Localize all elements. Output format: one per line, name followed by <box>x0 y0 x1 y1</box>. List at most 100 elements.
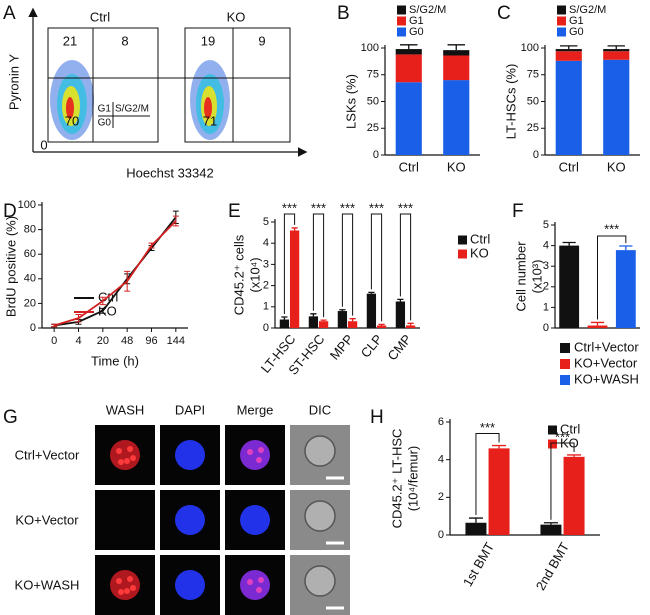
legend-swatch <box>557 5 566 15</box>
cell-nucleus <box>175 570 205 600</box>
error-bar <box>562 241 576 246</box>
stain-spot <box>124 458 130 464</box>
significance-bracket <box>475 433 500 516</box>
legend-label: KO <box>98 303 117 318</box>
legend-label: G1 <box>569 15 584 27</box>
y-tick-label: 0 <box>533 149 539 161</box>
stain-spot <box>124 588 130 594</box>
y-tick-label: 3 <box>543 260 549 272</box>
panel-a: A Pyronin Y Hoechst 33342 0 Ctrl KO 21 8… <box>3 3 308 180</box>
y-tick-label: 0 <box>543 322 549 334</box>
error-bar <box>148 242 155 249</box>
significance-bracket <box>550 442 575 520</box>
significance-label: *** <box>555 429 570 444</box>
cell-merge <box>240 440 270 470</box>
y-tick-label: 4 <box>543 240 549 252</box>
x-tick-label: 1st BMT <box>460 540 497 589</box>
y-tick-label: 60 <box>24 248 36 260</box>
column-header: WASH <box>106 402 145 417</box>
significance-bracket <box>312 213 325 318</box>
y-tick-label: 0 <box>373 149 379 161</box>
cell-nucleus <box>175 440 205 470</box>
y-tick-label: 2 <box>543 281 549 293</box>
row-label: KO+WASH <box>15 577 80 592</box>
y-tick-label: 25 <box>527 122 539 134</box>
legend-label: KO+WASH <box>574 371 639 386</box>
y-tick-label: 4 <box>438 454 444 466</box>
x-tick-label: 96 <box>145 335 157 347</box>
legend-swatch <box>560 375 570 385</box>
cell-dic <box>304 500 336 532</box>
plot-frame <box>47 27 159 143</box>
significance-label: *** <box>311 200 326 215</box>
panel-letter: E <box>228 201 241 222</box>
legend-label: S/G2/M <box>569 4 606 16</box>
error-bar <box>320 319 327 322</box>
cell-nucleus <box>175 505 205 535</box>
error-bar <box>281 316 288 320</box>
error-bar <box>124 270 131 292</box>
error-bar <box>590 321 605 326</box>
legend-label: Ctrl <box>470 231 490 246</box>
error-bar <box>378 323 385 326</box>
quadrant-value: 19 <box>201 33 215 48</box>
error-bar <box>407 322 414 326</box>
stain-spot <box>258 447 264 453</box>
bar <box>347 321 358 328</box>
bar-segment <box>555 51 582 61</box>
x-tick-label: 20 <box>97 335 109 347</box>
x-tick-label: CLP <box>358 331 386 360</box>
significance-bracket <box>370 213 383 322</box>
y-tick-label: 3 <box>263 258 269 270</box>
bar <box>366 293 377 328</box>
legend-label: G0 <box>569 26 584 38</box>
quadrant-value: 9 <box>258 33 265 48</box>
bar-segment <box>395 82 422 155</box>
x-axis-label: Hoechst 33342 <box>126 165 213 180</box>
cell-merge <box>240 570 270 600</box>
x-tick-label: 48 <box>121 335 133 347</box>
y-axis-label: Pyronin Y <box>6 54 21 110</box>
origin-label: 0 <box>40 137 47 152</box>
bar <box>563 456 585 535</box>
error-bar <box>172 215 179 227</box>
stain-spot <box>127 576 133 582</box>
y-tick-label: 40 <box>24 273 36 285</box>
legend-swatch <box>560 343 570 353</box>
gate-label: G1 <box>98 104 112 115</box>
stain-spot <box>118 459 124 465</box>
y-axis-label: (10⁴/femur) <box>405 446 420 512</box>
panel-letter: D <box>3 201 17 222</box>
micrograph <box>95 490 155 550</box>
legend-label: KO <box>470 245 489 260</box>
x-tick-label: KO <box>607 159 626 174</box>
bar-segment <box>603 59 630 155</box>
y-tick-label: 25 <box>367 122 379 134</box>
y-tick-label: 80 <box>24 224 36 236</box>
panel-letter: G <box>3 407 18 428</box>
legend-swatch <box>397 5 406 15</box>
significance-label: *** <box>340 200 355 215</box>
bar-segment <box>555 49 582 52</box>
stain-spot <box>258 577 264 583</box>
bar <box>559 245 580 328</box>
bar <box>289 230 300 328</box>
x-tick-label: Ctrl <box>559 159 579 174</box>
error-bar <box>619 245 633 251</box>
y-tick-label: 100 <box>18 199 36 211</box>
x-tick-label: KO <box>447 159 466 174</box>
legend-label: Ctrl <box>560 421 580 436</box>
bar <box>279 319 290 328</box>
plot-title: Ctrl <box>90 9 110 24</box>
y-tick-label: 0 <box>30 322 36 334</box>
error-bar <box>400 44 418 50</box>
legend-swatch <box>458 249 467 259</box>
column-header: DAPI <box>175 402 205 417</box>
plot-frame <box>184 27 291 143</box>
plot-title: KO <box>227 9 246 24</box>
bar <box>587 325 608 328</box>
error-bar <box>447 44 465 51</box>
stain-spot <box>116 448 122 454</box>
stain-spot <box>247 579 253 585</box>
